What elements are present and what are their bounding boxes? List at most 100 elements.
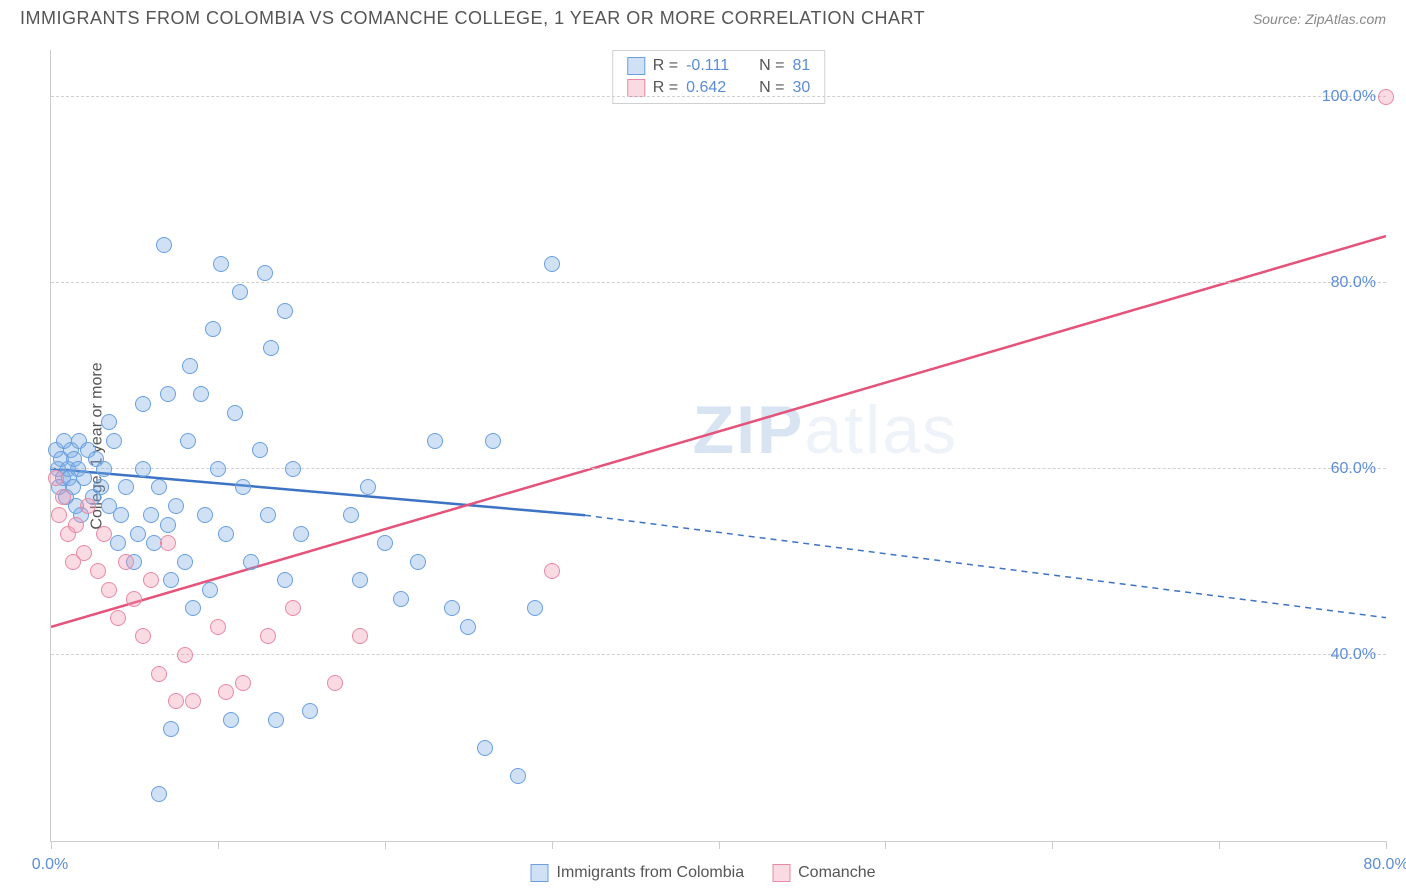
data-point [235, 479, 251, 495]
legend-n-value: 81 [792, 57, 810, 75]
x-tick-label: 80.0% [1363, 856, 1406, 874]
chart-title: IMMIGRANTS FROM COLOMBIA VS COMANCHE COL… [20, 8, 925, 29]
data-point [160, 535, 176, 551]
gridline-h [51, 654, 1386, 655]
data-point [68, 517, 84, 533]
data-point [510, 768, 526, 784]
data-point [76, 470, 92, 486]
legend-n-label: N = [759, 57, 784, 75]
data-point [223, 712, 239, 728]
legend-swatch [627, 79, 645, 97]
data-point [110, 535, 126, 551]
data-point [160, 386, 176, 402]
x-tick [218, 841, 219, 849]
data-point [151, 479, 167, 495]
data-point [151, 666, 167, 682]
legend-series-item: Comanche [772, 864, 875, 882]
y-tick-label: 60.0% [1331, 460, 1376, 478]
data-point [352, 572, 368, 588]
legend-r-label: R = [653, 57, 678, 75]
data-point [252, 442, 268, 458]
data-point [76, 545, 92, 561]
data-point [143, 572, 159, 588]
legend-r-value: 0.642 [686, 79, 741, 97]
data-point [213, 256, 229, 272]
data-point [352, 628, 368, 644]
data-point [80, 498, 96, 514]
data-point [51, 507, 67, 523]
data-point [477, 740, 493, 756]
data-point [160, 517, 176, 533]
trend-lines-layer [51, 50, 1386, 841]
data-point [106, 433, 122, 449]
data-point [180, 433, 196, 449]
data-point [126, 591, 142, 607]
legend-r-value: -0.111 [686, 57, 741, 75]
data-point [202, 582, 218, 598]
data-point [260, 628, 276, 644]
legend-swatch [772, 864, 790, 882]
data-point [205, 321, 221, 337]
data-point [263, 340, 279, 356]
source-attribution: Source: ZipAtlas.com [1253, 11, 1386, 27]
data-point [232, 284, 248, 300]
data-point [197, 507, 213, 523]
data-point [427, 433, 443, 449]
data-point [93, 479, 109, 495]
data-point [544, 256, 560, 272]
data-point [377, 535, 393, 551]
x-tick-label: 0.0% [32, 856, 68, 874]
x-tick [385, 841, 386, 849]
data-point [177, 647, 193, 663]
gridline-h [51, 468, 1386, 469]
source-prefix: Source: [1253, 11, 1305, 27]
data-point [218, 684, 234, 700]
data-point [393, 591, 409, 607]
series-legend: Immigrants from Colombia Comanche [531, 864, 876, 882]
data-point [101, 414, 117, 430]
data-point [218, 526, 234, 542]
legend-series-label: Immigrants from Colombia [557, 864, 745, 882]
data-point [113, 507, 129, 523]
data-point [163, 721, 179, 737]
data-point [277, 303, 293, 319]
data-point [268, 712, 284, 728]
data-point [527, 600, 543, 616]
data-point [460, 619, 476, 635]
legend-n-value: 30 [792, 79, 810, 97]
gridline-h [51, 282, 1386, 283]
y-tick-label: 40.0% [1331, 646, 1376, 664]
data-point [193, 386, 209, 402]
data-point [130, 526, 146, 542]
data-point [343, 507, 359, 523]
legend-series-item: Immigrants from Colombia [531, 864, 745, 882]
data-point [257, 265, 273, 281]
data-point [485, 433, 501, 449]
data-point [544, 563, 560, 579]
x-tick [1386, 841, 1387, 849]
gridline-h [51, 96, 1386, 97]
data-point [48, 470, 64, 486]
data-point [210, 619, 226, 635]
legend-stat-row: R = -0.111 N = 81 [627, 55, 810, 77]
data-point [302, 703, 318, 719]
x-tick [51, 841, 52, 849]
scatter-chart: ZIPatlas R =-0.111N =81R =0.642N =30 40.… [50, 50, 1386, 842]
data-point [410, 554, 426, 570]
data-point [327, 675, 343, 691]
watermark-part-b: atlas [804, 392, 958, 468]
legend-n-label: N = [759, 79, 784, 97]
data-point [243, 554, 259, 570]
data-point [227, 405, 243, 421]
data-point [1378, 89, 1394, 105]
data-point [118, 554, 134, 570]
data-point [285, 461, 301, 477]
data-point [360, 479, 376, 495]
x-tick [1052, 841, 1053, 849]
data-point [168, 693, 184, 709]
data-point [90, 563, 106, 579]
x-tick [885, 841, 886, 849]
x-tick [719, 841, 720, 849]
y-tick-label: 80.0% [1331, 274, 1376, 292]
data-point [151, 786, 167, 802]
